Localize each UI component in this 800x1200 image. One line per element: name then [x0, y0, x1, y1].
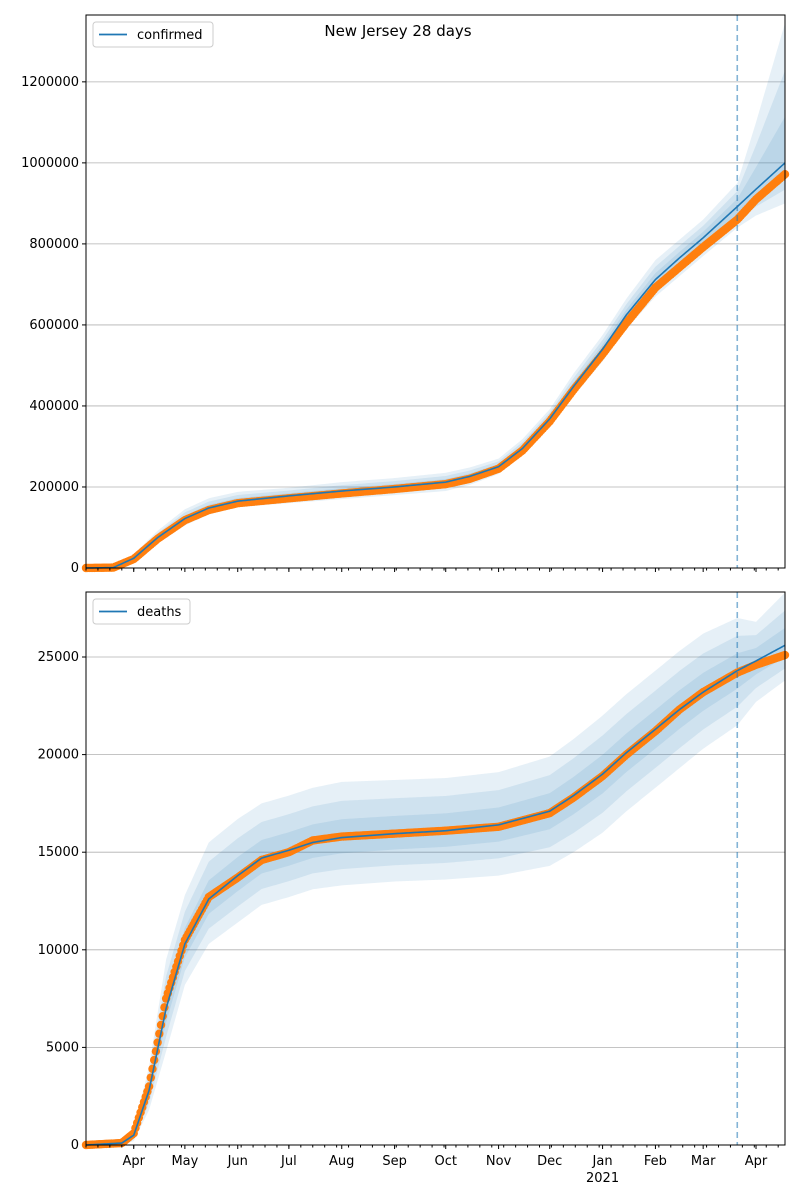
y-tick-label: 200000 [29, 480, 79, 495]
x-tick-label: Feb [644, 1154, 667, 1169]
y-tick-label: 1000000 [21, 156, 79, 171]
y-tick-label: 10000 [38, 943, 79, 958]
y-tick-label: 15000 [38, 845, 79, 860]
legend-box [92, 21, 214, 48]
plot-frame [85, 591, 786, 1146]
y-tick-label: 0 [71, 561, 79, 576]
plot-frame [85, 14, 786, 569]
y-tick-label: 20000 [38, 748, 79, 763]
x-tick-label: Aug [329, 1154, 354, 1169]
x-year-label: 2021 [586, 1171, 619, 1186]
deaths-panel: 0 5000 10000 15000 20000 25000 Apr May Jun Jul Aug… [38, 591, 790, 1186]
confidence-band [86, 627, 785, 1145]
x-tick-label: Jul [280, 1154, 297, 1169]
x-tick-label: Nov [486, 1154, 512, 1169]
y-tick-label: 400000 [29, 399, 79, 414]
y-tick-label: 0 [71, 1138, 79, 1153]
y-tick-label: 1200000 [21, 75, 79, 90]
confidence-band [86, 70, 785, 569]
legend-box [92, 598, 191, 625]
x-tick-label: Jun [227, 1154, 248, 1169]
chart-title: New Jersey 28 days [324, 22, 471, 40]
x-tick-label: Jan [592, 1154, 613, 1169]
y-tick-label: 600000 [29, 318, 79, 333]
x-tick-label: Oct [434, 1154, 456, 1169]
x-tick-label: May [171, 1154, 198, 1169]
x-tick-label: Dec [537, 1154, 562, 1169]
confirmed-panel: 0 200000 400000 600000 800000 1000000 1200000 c… [21, 14, 790, 576]
confidence-band [86, 610, 785, 1145]
x-tick-label: Apr [745, 1154, 768, 1169]
confidence-band [86, 116, 785, 568]
model-line [85, 644, 786, 1146]
y-tick-label: 800000 [29, 237, 79, 252]
model-line [85, 162, 786, 569]
y-tick-label: 25000 [38, 650, 79, 665]
x-tick-label: Mar [691, 1154, 716, 1169]
legend-label: confirmed [137, 28, 203, 43]
confidence-band [86, 592, 785, 1145]
x-tick-label: Apr [122, 1154, 145, 1169]
x-tick-label: Sep [382, 1154, 407, 1169]
legend-label: deaths [137, 605, 182, 620]
y-tick-label: 5000 [46, 1040, 79, 1055]
